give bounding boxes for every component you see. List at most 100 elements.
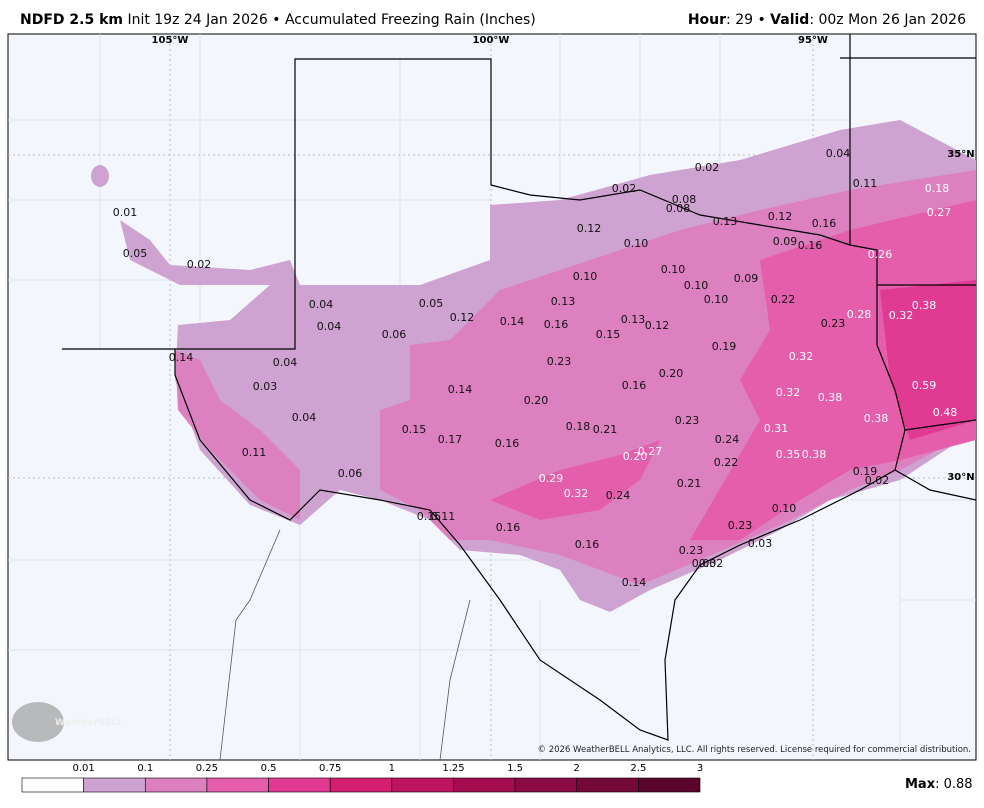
- value-label: 0.04: [826, 147, 851, 160]
- value-label: 0.16: [495, 437, 520, 450]
- value-label: 0.06: [382, 328, 407, 341]
- value-label: 0.14: [448, 383, 473, 396]
- colorbar-tick-label: 0.25: [196, 763, 218, 774]
- value-label: 0.11: [853, 177, 878, 190]
- mexico-states: [219, 529, 471, 761]
- value-label: 0.03: [748, 537, 773, 550]
- logo-text: WeatherBELL: [55, 718, 123, 728]
- value-label: 0.10: [704, 293, 729, 306]
- value-label: 0.08: [666, 202, 691, 215]
- colorbar: 0.01 0.1 0.25 0.5 0.75 1 1.25 1.5 2 2.5 3: [21, 763, 703, 793]
- colorbar-tick-label: 0.75: [319, 763, 341, 774]
- colorbar-tick-label: 0.01: [73, 763, 95, 774]
- value-label: 0.59: [912, 379, 937, 392]
- value-label: 0.32: [564, 487, 589, 500]
- value-label: 0.12: [645, 319, 670, 332]
- value-label: 0.16: [575, 538, 600, 551]
- value-label: 0.23: [679, 544, 704, 557]
- colorbar-tick-label: 1.5: [507, 763, 523, 774]
- coastline: [894, 469, 977, 501]
- value-label: 0.10: [624, 237, 649, 250]
- county-lines: [8, 34, 976, 760]
- freezing-rain-area: [880, 280, 976, 440]
- colorbar-segment: [83, 777, 146, 793]
- freezing-rain-area: [175, 350, 300, 520]
- value-label: 0.32: [776, 386, 801, 399]
- colorbar-segment: [21, 777, 84, 793]
- coastline: [904, 419, 977, 431]
- value-label: 0.09: [773, 235, 798, 248]
- value-label: 0.03: [253, 380, 278, 393]
- value-label: 0.16: [496, 521, 521, 534]
- colorbar-tick-label: 3: [697, 763, 703, 774]
- value-label: 0.24: [606, 489, 631, 502]
- value-label: 0.38: [912, 299, 937, 312]
- value-label: 0.05: [123, 247, 148, 260]
- value-label: 0.02: [695, 161, 720, 174]
- copyright: © 2026 WeatherBELL Analytics, LLC. All r…: [538, 745, 971, 755]
- logo-mark: [12, 702, 64, 742]
- longitude-label: 95°W: [798, 35, 828, 46]
- header-left: NDFD 2.5 km Init 19z 24 Jan 2026 • Accum…: [20, 12, 536, 28]
- max-label: Max: [905, 777, 936, 792]
- value-label: 0.01: [113, 206, 138, 219]
- value-label: 0.27: [927, 206, 952, 219]
- value-label: 0.17: [438, 433, 463, 446]
- value-label: 0.38: [818, 391, 843, 404]
- value-label: 0.13: [713, 215, 738, 228]
- value-label: 0.16: [544, 318, 569, 331]
- value-label: 0.15: [417, 510, 442, 523]
- max-value: : 0.88: [935, 777, 972, 792]
- colorbar-tick-label: 2: [574, 763, 580, 774]
- colorbar-segment: [206, 777, 269, 793]
- value-label: 0.26: [868, 248, 893, 261]
- hour-value: : 29 •: [726, 12, 771, 28]
- colorbar-tick-label: 0.5: [261, 763, 277, 774]
- value-label: 0.23: [547, 355, 572, 368]
- borders: [62, 34, 977, 741]
- value-label: 0.02: [699, 557, 724, 570]
- value-label: 0.32: [889, 309, 914, 322]
- value-label: 0.11: [242, 446, 267, 459]
- value-label: 0.28: [847, 308, 872, 321]
- value-label: 0.04: [292, 411, 317, 424]
- value-label: 0.23: [675, 414, 700, 427]
- freezing-rain-area: [490, 440, 660, 520]
- value-label: 0.13: [551, 295, 576, 308]
- value-label: 0.04: [317, 320, 342, 333]
- header-right: Hour: 29 • Valid: 00z Mon 26 Jan 2026: [688, 12, 966, 28]
- value-label: 0.10: [772, 502, 797, 515]
- value-label: 0.10: [573, 270, 598, 283]
- value-label: 0.12: [768, 210, 793, 223]
- latitude-label: 35°N: [947, 149, 974, 160]
- value-label: 0.38: [864, 412, 889, 425]
- value-label: 0.18: [566, 420, 591, 433]
- value-label: 0.15: [596, 328, 621, 341]
- latitude-label: 30°N: [947, 472, 974, 483]
- border: [219, 529, 281, 761]
- value-label: 0.02: [865, 474, 890, 487]
- value-label: 0.10: [684, 279, 709, 292]
- value-label: 0.32: [789, 350, 814, 363]
- value-label: 0.19: [853, 465, 878, 478]
- value-label: 0.16: [622, 379, 647, 392]
- model: NDFD 2.5 km: [20, 12, 123, 28]
- value-label: 0.06: [338, 467, 363, 480]
- value-label: 0.08: [672, 193, 697, 206]
- border: [439, 599, 471, 761]
- value-label: 0.22: [714, 456, 739, 469]
- value-label: 0.09: [734, 272, 759, 285]
- colorbar-segment: [144, 777, 208, 793]
- value-label: 0.20: [623, 450, 648, 463]
- colorbar-tick-label: 0.1: [137, 763, 153, 774]
- description: Init 19z 24 Jan 2026 • Accumulated Freez…: [127, 12, 536, 28]
- logo: WeatherBELL: [12, 702, 123, 742]
- colorbar-segment: [514, 777, 578, 793]
- value-label: 0.24: [715, 433, 740, 446]
- valid-label: Valid: [770, 12, 810, 28]
- value-label: 0.18: [925, 182, 950, 195]
- value-label: 0.05: [419, 297, 444, 310]
- value-label: 0.14: [500, 315, 525, 328]
- value-label: 0.27: [638, 445, 663, 458]
